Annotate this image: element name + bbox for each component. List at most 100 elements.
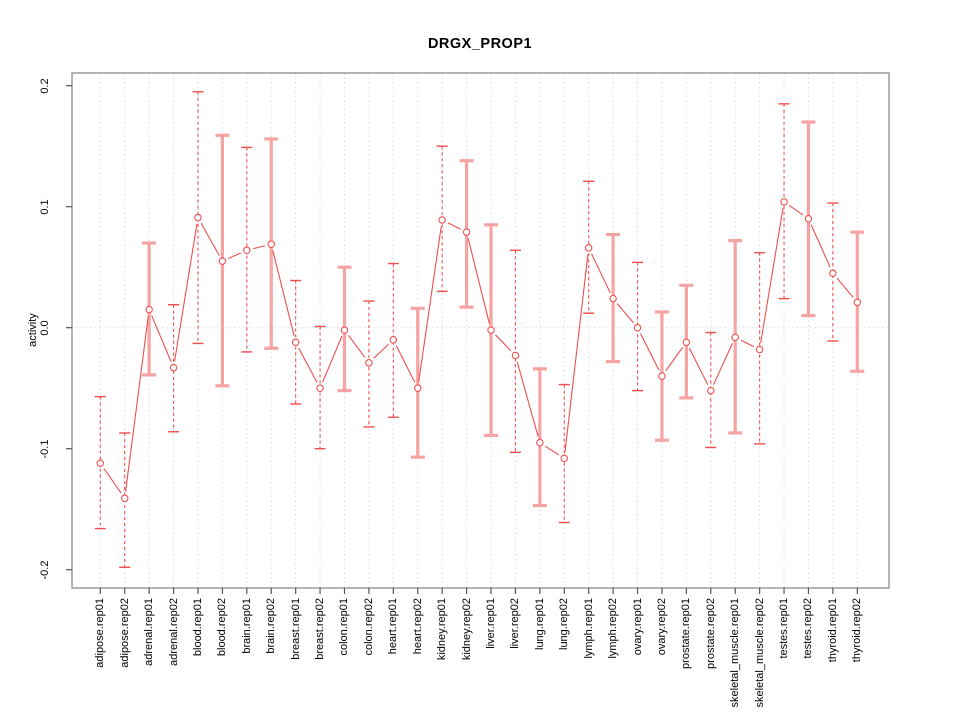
connector-line (151, 315, 172, 362)
data-point (194, 213, 202, 222)
data-point (609, 294, 617, 303)
x-tick-label: liver.rep01 (485, 598, 497, 649)
x-tick-label: prostate.rep02 (704, 598, 717, 669)
data-point (560, 454, 569, 463)
connector-line (760, 208, 784, 344)
y-axis-label: activity (27, 313, 39, 347)
data-point (584, 244, 593, 252)
connector-line (639, 333, 660, 371)
data-point (291, 338, 300, 346)
connector-line (740, 339, 755, 348)
x-tick-label: heart.rep01 (387, 598, 400, 655)
x-tick-label: brain.rep02 (265, 598, 278, 654)
connector-line (616, 303, 634, 324)
x-tick-label: kidney.rep01 (436, 598, 449, 661)
data-point (511, 351, 520, 360)
x-tick-label: kidney.rep02 (460, 598, 473, 661)
data-point (682, 338, 691, 346)
connector-line (545, 445, 560, 456)
x-tick-label: blood.rep02 (216, 598, 229, 657)
x-tick-label: colon.rep01 (338, 598, 351, 656)
connector-line (665, 347, 684, 372)
data-point (780, 198, 788, 206)
connector-line (125, 315, 149, 492)
y-tick-label: -0.1 (39, 439, 51, 459)
connector-line (174, 223, 198, 362)
x-tick-label: blood.rep01 (191, 598, 204, 657)
plot-border (71, 72, 890, 589)
data-point (804, 215, 813, 223)
x-tick-label: testes.rep01 (778, 598, 791, 659)
connector-line (298, 347, 318, 383)
x-tick-label: testes.rep02 (802, 598, 815, 659)
data-point (267, 240, 275, 248)
x-tick-label: skeletal_muscle.rep01 (729, 598, 742, 708)
x-tick-label: ovary.rep02 (655, 598, 668, 656)
connector-line (688, 347, 709, 386)
x-tick-label: heart.rep02 (411, 598, 424, 655)
connector-line (103, 468, 122, 494)
data-point (389, 336, 398, 344)
data-point (316, 384, 324, 392)
data-point (145, 305, 153, 314)
data-point (658, 372, 666, 380)
connector-line (564, 254, 589, 452)
x-tick-label: adipose.rep01 (94, 598, 107, 668)
data-point (120, 494, 129, 503)
data-point (755, 345, 764, 354)
x-tick-label: adipose.rep02 (118, 598, 131, 668)
connector-line (347, 334, 366, 358)
x-tick-label: adrenal.rep01 (143, 598, 156, 666)
connector-line (272, 250, 295, 337)
data-point (853, 298, 862, 307)
data-point (365, 359, 373, 367)
data-point (218, 257, 227, 265)
connector-line (418, 226, 442, 382)
data-point (243, 246, 251, 255)
x-tick-label: skeletal_muscle.rep02 (753, 598, 766, 708)
chart-title: DRGX_PROP1 (427, 36, 533, 52)
connector-line (395, 345, 416, 383)
connector-line (495, 334, 512, 352)
data-point (340, 326, 349, 334)
connector-line (322, 335, 343, 383)
data-point (487, 326, 495, 334)
x-tick-label: lung.rep01 (533, 598, 546, 650)
connector-line (447, 222, 462, 230)
x-tick-label: ovary.rep01 (631, 598, 644, 656)
y-tick-label: -0.2 (39, 560, 51, 580)
x-tick-label: lymph.rep02 (607, 598, 620, 659)
x-tick-label: lymph.rep01 (582, 598, 595, 659)
connector-line (200, 222, 220, 256)
data-point (414, 384, 422, 392)
y-tick-label: 0.2 (39, 78, 51, 94)
x-tick-label: breast.rep02 (314, 598, 327, 660)
x-tick-label: thyroid.rep02 (851, 598, 864, 663)
x-tick-label: liver.rep02 (509, 598, 522, 649)
data-point (633, 323, 642, 332)
x-tick-label: colon.rep02 (362, 598, 375, 656)
x-tick-label: brain.rep01 (240, 598, 253, 654)
x-tick-label: prostate.rep01 (680, 598, 693, 669)
connector-line (228, 252, 242, 260)
connector-line (467, 238, 490, 324)
connector-line (789, 205, 804, 216)
connector-line (252, 245, 266, 250)
connector-line (836, 277, 854, 298)
connector-line (712, 343, 733, 385)
connector-line (373, 343, 389, 359)
x-tick-label: breast.rep01 (289, 598, 302, 660)
data-point (731, 333, 739, 342)
data-point (169, 363, 178, 372)
x-tick-label: adrenal.rep02 (167, 598, 180, 666)
data-point (438, 216, 446, 224)
y-tick-label: 0.1 (39, 199, 51, 215)
connector-line (516, 361, 539, 437)
x-tick-label: lung.rep02 (558, 598, 571, 650)
data-point (462, 228, 471, 236)
data-point (536, 438, 544, 447)
data-point (829, 269, 837, 277)
connector-line (810, 224, 831, 268)
data-point (96, 459, 105, 467)
